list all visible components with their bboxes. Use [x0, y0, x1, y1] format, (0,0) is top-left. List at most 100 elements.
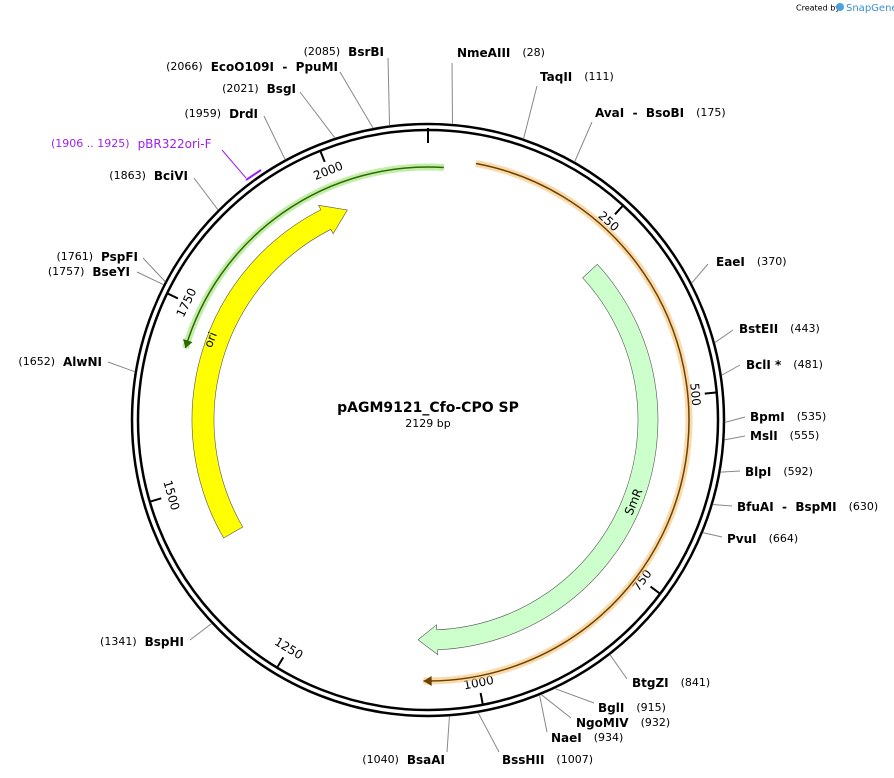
enzyme-site-line — [299, 91, 336, 139]
primer-mark — [245, 169, 262, 181]
enzyme-position: (2085) — [304, 45, 341, 58]
enzyme-position: (1341) — [100, 635, 137, 648]
enzyme-name: BstEII — [739, 322, 778, 336]
enzyme-label: (1863) BciVI — [109, 169, 188, 183]
enzyme-position: (2021) — [222, 82, 259, 95]
enzyme-position: (934) — [594, 731, 624, 744]
enzyme-site-line — [574, 121, 593, 162]
orange-feature — [423, 162, 690, 682]
enzyme-label: BfuAI - BspMI (630) — [737, 500, 878, 514]
enzyme-site-line — [714, 329, 734, 344]
enzyme-label: (1761) PspFI — [56, 250, 138, 264]
enzyme-position: (28) — [522, 46, 545, 59]
enzyme-label: BglI (915) — [598, 701, 666, 715]
enzyme-position: (555) — [790, 429, 820, 442]
logo-icon — [836, 3, 844, 11]
enzyme-position: (841) — [681, 676, 711, 689]
enzyme-label: MslI (555) — [750, 429, 819, 443]
enzyme-label: NmeAIII (28) — [457, 46, 545, 60]
tick-mark — [704, 391, 716, 395]
enzyme-position: (1959) — [184, 107, 221, 120]
tick-mark — [479, 692, 484, 704]
smr-arrow — [417, 263, 659, 656]
enzyme-label: BlpI (592) — [745, 465, 813, 479]
enzyme-name: AvaI - BsoBI — [595, 106, 684, 120]
enzyme-site-line — [539, 695, 548, 733]
enzyme-name: NaeI — [551, 731, 582, 745]
enzyme-site-line — [263, 115, 286, 160]
enzyme-label: (2021) BsgI — [222, 82, 296, 96]
enzyme-position: (1757) — [48, 265, 85, 278]
enzyme-site-line — [477, 712, 500, 753]
enzyme-site-line — [387, 57, 391, 126]
feature-label: ori — [201, 330, 220, 350]
enzyme-name: MslI — [750, 429, 778, 443]
enzyme-site-line — [609, 654, 628, 680]
ori-arrow — [191, 204, 348, 539]
tick-mark — [167, 292, 179, 300]
enzyme-label: (2085) BsrBI — [304, 45, 384, 59]
enzyme-site-line — [540, 694, 572, 719]
enzyme-label: BpmI (535) — [750, 410, 826, 424]
enzyme-name: TaqII — [540, 70, 572, 84]
primer-label: (1906 .. 1925) pBR322ori-F — [51, 137, 212, 151]
enzyme-site-line — [720, 470, 741, 473]
enzyme-site-line — [523, 85, 538, 139]
enzyme-name: BclI * — [746, 358, 782, 372]
enzyme-site-line — [712, 503, 733, 507]
enzyme-label: EaeI (370) — [716, 255, 787, 269]
enzyme-position: (443) — [790, 322, 820, 335]
enzyme-label: NgoMIV (932) — [576, 716, 670, 730]
tick-mark — [614, 205, 624, 215]
backbone-outer — [130, 122, 726, 718]
enzyme-name: BsaAI — [407, 753, 445, 767]
enzyme-name: BssHII — [502, 753, 544, 767]
enzyme-name: AlwNI — [63, 355, 102, 369]
enzyme-name: BsrBI — [348, 45, 384, 59]
enzyme-site-line — [702, 532, 723, 538]
primer-name: pBR322ori-F — [138, 137, 212, 151]
tick-mark — [649, 585, 660, 594]
enzyme-position: (1761) — [56, 250, 93, 263]
enzyme-name: EaeI — [716, 255, 745, 269]
enzyme-position: (1007) — [556, 753, 593, 766]
enzyme-label: BclI * (481) — [746, 358, 823, 372]
enzyme-name: BfuAI - BspMI — [737, 500, 837, 514]
enzyme-name: BciVI — [154, 169, 188, 183]
enzyme-name: BseYI — [92, 265, 130, 279]
enzyme-label: (1757) BseYI — [48, 265, 130, 279]
green-feature — [184, 166, 444, 349]
tick-label: 1250 — [272, 634, 305, 662]
enzyme-position: (111) — [584, 70, 614, 83]
enzyme-position: (481) — [793, 358, 823, 371]
enzyme-site-line — [721, 364, 741, 376]
enzyme-label: (2066) EcoO109I - PpuMI — [166, 60, 338, 74]
enzyme-position: (1652) — [18, 355, 55, 368]
enzyme-label: BssHII (1007) — [502, 753, 593, 767]
tick-mark — [276, 656, 285, 668]
enzyme-name: PspFI — [101, 250, 138, 264]
enzyme-name: BlpI — [745, 465, 771, 479]
green-feature-head — [183, 338, 193, 349]
enzyme-position: (630) — [849, 500, 879, 513]
tick-mark — [319, 151, 326, 163]
enzyme-site-line — [339, 71, 374, 129]
plasmid-size: 2129 bp — [405, 417, 450, 430]
enzyme-label: (1959) DrdI — [184, 107, 258, 121]
enzyme-site-line — [446, 716, 450, 753]
enzyme-site-line — [554, 688, 595, 704]
enzyme-position: (370) — [757, 255, 787, 268]
enzyme-position: (592) — [783, 465, 813, 478]
logo-brand: SnapGene — [846, 3, 894, 14]
enzyme-position: (664) — [769, 532, 799, 545]
plasmid-title: pAGM9121_Cfo-CPO SP — [337, 400, 519, 416]
tick-label: 1500 — [160, 479, 182, 512]
enzyme-position: (535) — [797, 410, 827, 423]
enzyme-name: DrdI — [229, 107, 258, 121]
enzyme-label: (1341) BspHI — [100, 635, 184, 649]
enzyme-label: PvuI (664) — [727, 532, 798, 546]
enzyme-name: NmeAIII — [457, 46, 510, 60]
enzyme-label: (1652) AlwNI — [18, 355, 102, 369]
